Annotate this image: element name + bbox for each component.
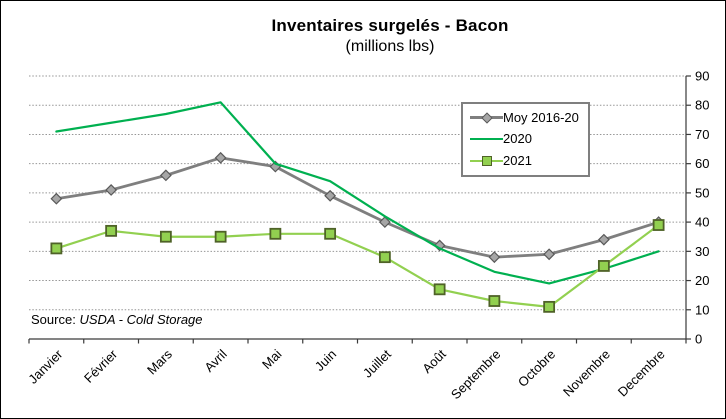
legend-swatch-2021 — [470, 155, 503, 168]
diamond-marker-icon — [105, 184, 118, 196]
legend-item-2020: 2020 — [470, 132, 584, 146]
y-tick-label: 20 — [695, 273, 709, 288]
y-tick-label: 10 — [695, 302, 709, 317]
square-marker-icon — [652, 219, 665, 231]
square-marker-icon — [159, 230, 172, 243]
x-tick-label: Mai — [259, 346, 284, 371]
x-tick-label: Septembre — [448, 347, 504, 403]
square-marker-icon — [597, 260, 610, 272]
diamond-marker-icon — [159, 169, 172, 182]
series-line-2020 — [55, 101, 660, 285]
x-tick-label: Novembre — [560, 347, 613, 400]
y-tick-label: 0 — [695, 332, 702, 347]
series-line-2021 — [55, 223, 660, 308]
source-label: Source: — [31, 312, 76, 327]
legend-label: Moy 2016-20 — [503, 109, 579, 125]
diamond-marker-icon — [480, 112, 493, 124]
square-marker-icon — [433, 283, 446, 296]
legend-label: 2021 — [503, 153, 532, 169]
square-marker-icon — [378, 251, 391, 264]
diamond-marker-icon — [214, 151, 227, 164]
x-tick-label: Juillet — [360, 346, 394, 380]
x-tick-label: Juin — [312, 347, 339, 374]
diamond-marker-icon — [597, 233, 610, 246]
legend-swatch-moy-2016-20 — [470, 111, 503, 124]
square-marker-icon — [488, 295, 501, 307]
square-marker-icon — [481, 156, 492, 167]
y-tick-label: 80 — [695, 98, 709, 113]
x-tick-label: Février — [81, 346, 121, 386]
series-line-moy-2016-20 — [54, 156, 661, 259]
x-tick-label: Avril — [201, 346, 229, 374]
square-marker-icon — [214, 230, 227, 243]
chart-subtitle: (millions lbs) — [345, 38, 435, 55]
legend-item-2021: 2021 — [470, 154, 584, 168]
y-tick-label: 70 — [695, 127, 709, 142]
y-tick-label: 60 — [695, 156, 709, 171]
x-tick-label: Decembre — [615, 347, 668, 400]
y-tick-label: 90 — [695, 69, 709, 84]
square-marker-icon — [324, 227, 337, 240]
square-marker-icon — [543, 300, 556, 313]
green-line-swatch-icon — [470, 137, 503, 141]
square-marker-icon — [269, 227, 282, 240]
y-tick-label: 50 — [695, 185, 709, 200]
square-marker-icon — [105, 224, 118, 237]
x-tick-label: Janvier — [25, 346, 66, 387]
diamond-marker-icon — [488, 251, 501, 264]
source-value: USDA - Cold Storage — [79, 312, 203, 327]
legend: Moy 2016-20 2020 2021 — [461, 102, 590, 177]
square-marker-icon — [50, 242, 63, 255]
diamond-marker-icon — [378, 216, 391, 229]
legend-item-moy-2016-20: Moy 2016-20 — [470, 109, 584, 125]
legend-swatch-2020 — [470, 133, 503, 146]
y-tick-label: 40 — [695, 215, 709, 230]
diamond-marker-icon — [50, 192, 63, 205]
diamond-marker-icon — [543, 248, 556, 261]
y-tick-label: 30 — [695, 244, 709, 259]
x-tick-label: Août — [419, 346, 449, 376]
chart-title: Inventaires surgelés - Bacon — [271, 16, 509, 35]
legend-label: 2020 — [503, 131, 532, 147]
x-tick-label: Mars — [144, 346, 175, 377]
x-tick-label: Octobre — [515, 347, 558, 390]
diamond-marker-icon — [324, 189, 337, 202]
source-note: Source: USDA - Cold Storage — [31, 312, 203, 327]
